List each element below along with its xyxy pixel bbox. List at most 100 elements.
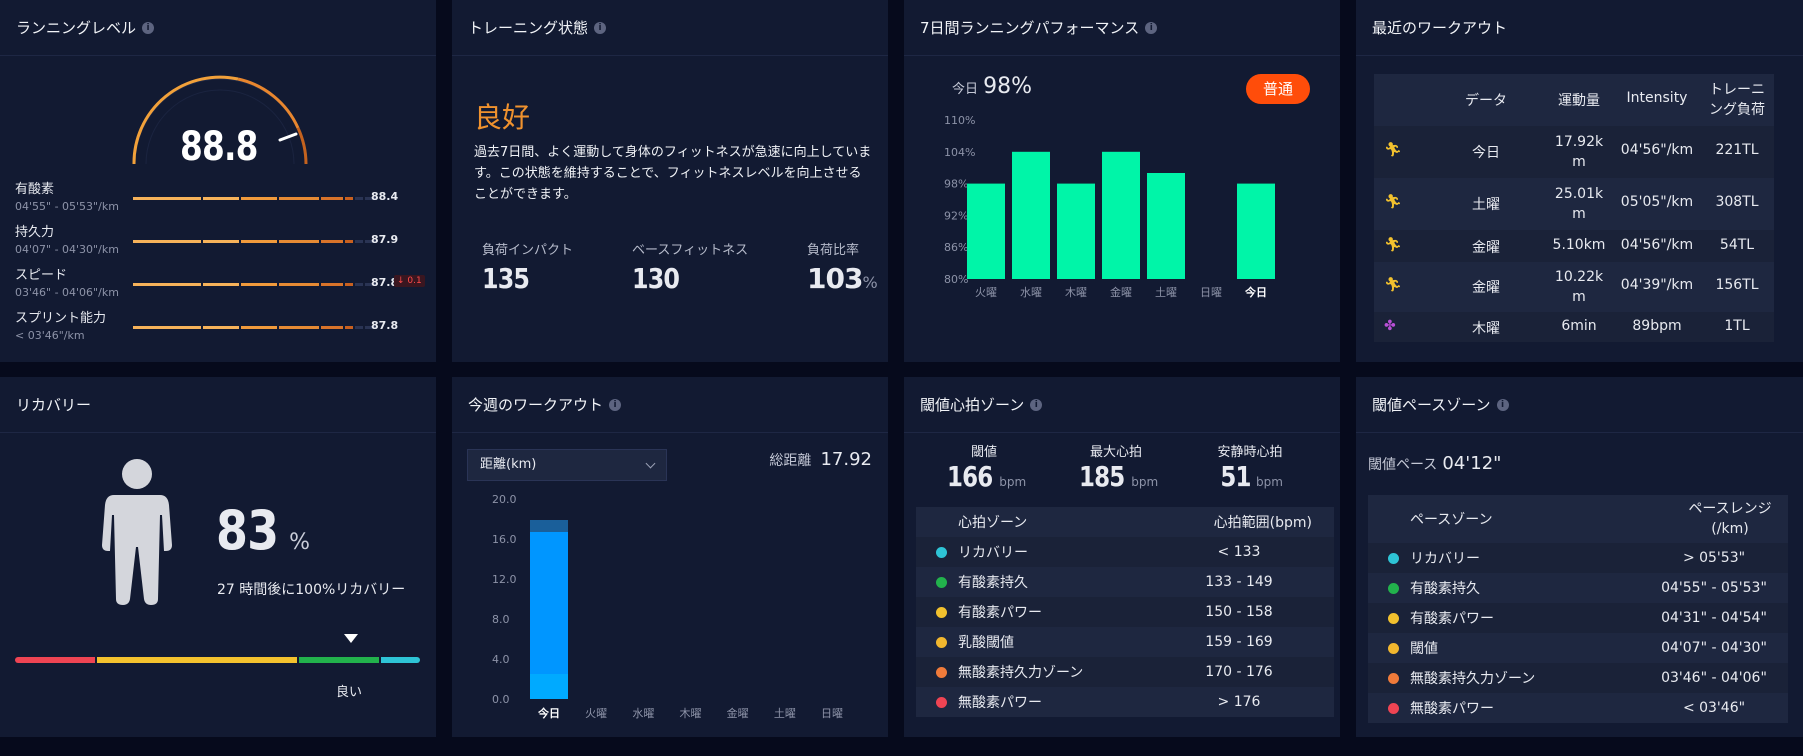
performance-today-label: 今日 bbox=[952, 82, 979, 97]
level-bar bbox=[133, 283, 377, 286]
level-bar-segment bbox=[365, 283, 377, 286]
zone-name: 有酸素パワー bbox=[958, 605, 1042, 621]
pace-zone-row[interactable]: リカバリー > 05'53" bbox=[1368, 543, 1788, 573]
level-row-value: 87.8 bbox=[371, 319, 399, 332]
x-tick-label: 木曜 bbox=[1065, 286, 1087, 299]
info-icon[interactable]: i bbox=[1145, 21, 1158, 34]
pace-zone-row[interactable]: 有酸素パワー 04'31" - 04'54" bbox=[1368, 603, 1788, 633]
zone-name: リカバリー bbox=[1410, 551, 1480, 567]
performance-bar bbox=[1012, 151, 1050, 279]
table-row[interactable]: ✤ 木曜 6min 89bpm 1TL bbox=[1374, 312, 1774, 342]
pace-zones-table: ペースゾーン ペースレンジ(/km) リカバリー > 05'53" 有酸素持久 … bbox=[1368, 495, 1788, 723]
x-tick-label: 水曜 bbox=[632, 707, 654, 720]
y-tick-label: 12.0 bbox=[492, 573, 517, 586]
hr-zone-row[interactable]: 乳酸閾値 159 - 169 bbox=[916, 627, 1334, 657]
hr-stat-value: 51 bbox=[1220, 460, 1251, 493]
row-load: 1TL bbox=[1724, 318, 1750, 334]
hr-zone-row[interactable]: 有酸素パワー 150 - 158 bbox=[916, 597, 1334, 627]
performance-title: 7日間ランニングパフォーマンス bbox=[920, 19, 1140, 37]
info-icon[interactable]: i bbox=[1030, 398, 1043, 411]
zone-color-dot bbox=[936, 606, 947, 618]
zone-color-dot bbox=[1388, 612, 1399, 624]
recovery-header: リカバリー bbox=[0, 377, 436, 433]
pace-col-zone: ペースゾーン bbox=[1410, 512, 1493, 528]
recovery-scale-bar bbox=[15, 657, 420, 663]
zone-name: リカバリー bbox=[958, 545, 1028, 561]
info-icon[interactable]: i bbox=[1496, 398, 1509, 411]
performance-bar bbox=[1237, 183, 1275, 279]
table-row[interactable]: 🏃︎ 今日 17.92km 04'56"/km 221TL bbox=[1374, 126, 1774, 178]
pace-zone-row[interactable]: 無酸素持久力ゾーン 03'46" - 04'06" bbox=[1368, 663, 1788, 693]
recovery-unit: % bbox=[289, 530, 311, 555]
recovery-percent-wrap: 83% bbox=[216, 499, 310, 562]
level-bar-segment bbox=[203, 240, 239, 243]
hr-zone-row[interactable]: 有酸素持久 133 - 149 bbox=[916, 567, 1334, 597]
training-metric-value: 103 bbox=[807, 262, 863, 295]
table-row[interactable]: 🏃︎ 金曜 5.10km 04'56"/km 54TL bbox=[1374, 230, 1774, 262]
row-intensity: 89bpm bbox=[1632, 318, 1682, 334]
pace-zone-row[interactable]: 無酸素パワー < 03'46" bbox=[1368, 693, 1788, 723]
level-bar-segment bbox=[355, 240, 363, 243]
recovery-indicator-icon bbox=[344, 634, 358, 643]
y-tick-label: 20.0 bbox=[492, 493, 517, 506]
level-bar bbox=[133, 326, 377, 329]
hr-zone-row[interactable]: 無酸素パワー > 176 bbox=[916, 687, 1334, 717]
info-icon[interactable]: i bbox=[609, 398, 622, 411]
y-tick-label: 8.0 bbox=[492, 613, 510, 626]
pace-zones-card: 閾値ペースゾーン i 閾値ペース 04'12" ペースゾーン ペースレンジ(/k… bbox=[1356, 377, 1803, 737]
level-bar-segment bbox=[321, 197, 343, 200]
hr-table-header: 心拍ゾーン 心拍範囲(bpm) bbox=[916, 507, 1334, 537]
level-bar-segment bbox=[345, 326, 353, 329]
info-icon[interactable]: i bbox=[142, 21, 155, 34]
pace-zone-row[interactable]: 有酸素持久 04'55" - 05'53" bbox=[1368, 573, 1788, 603]
x-tick-label: 木曜 bbox=[680, 707, 702, 720]
x-tick-label: 金曜 bbox=[727, 706, 749, 720]
table-row[interactable]: 🏃︎ 金曜 10.22km 04'39"/km 156TL bbox=[1374, 262, 1774, 312]
hr-stat-label: 閾値 bbox=[970, 445, 997, 460]
zone-color-dot bbox=[936, 546, 947, 558]
hr-stat-value: 185 bbox=[1078, 460, 1125, 493]
zone-color-dot bbox=[936, 576, 947, 588]
training-metric-unit: % bbox=[862, 273, 878, 292]
weekly-bar-segment bbox=[530, 520, 568, 532]
level-bar-segment bbox=[321, 326, 343, 329]
hr-stat-unit: bpm bbox=[1256, 475, 1283, 489]
x-tick-label: 火曜 bbox=[975, 286, 997, 299]
zone-color-dot bbox=[936, 696, 947, 708]
pace-col-range: ペースレンジ(/km) bbox=[1688, 501, 1772, 537]
zone-name: 無酸素パワー bbox=[958, 695, 1042, 711]
table-row[interactable]: 🏃︎ 土曜 25.01km 05'05"/km 308TL bbox=[1374, 178, 1774, 230]
person-icon bbox=[102, 459, 172, 605]
zone-name: 無酸素パワー bbox=[1410, 701, 1494, 717]
level-bar-segment bbox=[355, 197, 363, 200]
recent-workouts-card: 最近のワークアウト データ 運動量 Intensity トレーニング負荷 🏃︎ … bbox=[1356, 0, 1803, 362]
level-bar-segment bbox=[345, 240, 353, 243]
pace-zones-header: 閾値ペースゾーン i bbox=[1356, 377, 1803, 433]
zone-name: 有酸素持久 bbox=[1410, 581, 1480, 597]
hr-col-zone: 心拍ゾーン bbox=[958, 515, 1028, 531]
row-load: 221TL bbox=[1715, 142, 1759, 158]
training-status-description: 過去7日間、よく運動して身体のフィットネスが急速に向上しています。この状態を維持… bbox=[474, 145, 872, 202]
level-bar-segment bbox=[133, 283, 201, 286]
pace-zone-row[interactable]: 閾値 04'07" - 04'30" bbox=[1368, 633, 1788, 663]
row-load: 308TL bbox=[1715, 194, 1759, 210]
zone-range: 04'55" - 05'53" bbox=[1661, 580, 1767, 596]
info-icon[interactable]: i bbox=[594, 21, 607, 34]
weekly-total-label: 総距離 bbox=[769, 453, 812, 469]
level-bar-segment bbox=[203, 197, 239, 200]
performance-bar bbox=[1147, 173, 1185, 279]
training-metric-label: ベースフィットネス bbox=[632, 243, 749, 258]
performance-header: 7日間ランニングパフォーマンス i bbox=[904, 0, 1340, 56]
decrease-badge-value: 0.1 bbox=[407, 276, 422, 286]
row-date: 今日 bbox=[1472, 145, 1500, 161]
level-bar-segment bbox=[345, 283, 353, 286]
zone-name: 無酸素持久力ゾーン bbox=[1410, 671, 1536, 687]
performance-bar bbox=[1102, 151, 1140, 279]
level-row-name: 持久力 bbox=[15, 225, 55, 240]
hr-zone-row[interactable]: 無酸素持久力ゾーン 170 - 176 bbox=[916, 657, 1334, 687]
hr-zone-row[interactable]: リカバリー < 133 bbox=[916, 537, 1334, 567]
scale-segment bbox=[381, 657, 420, 663]
row-amount: 6min bbox=[1561, 318, 1597, 334]
metric-select[interactable]: 距離(km) bbox=[467, 449, 667, 481]
level-bar-segment bbox=[365, 240, 377, 243]
